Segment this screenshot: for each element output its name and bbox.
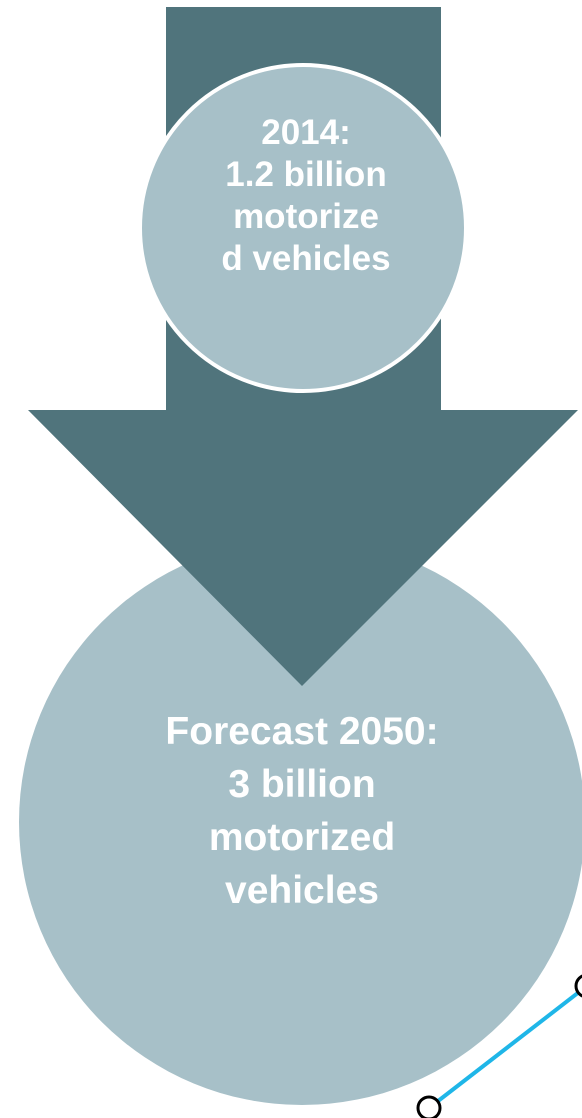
forecast-2050-line-4: vehicles xyxy=(225,869,379,912)
forecast-2050-circle xyxy=(19,539,582,1105)
connector-end-handle[interactable] xyxy=(574,974,582,998)
year-2014-circle xyxy=(138,63,468,393)
year-2014-line-4: d vehicles xyxy=(221,239,391,278)
forecast-2050-line-1: Forecast 2050: xyxy=(165,710,439,753)
connector-line[interactable] xyxy=(427,987,582,1110)
year-2014-line-3: motorize xyxy=(233,197,379,236)
forecast-2050-label: Forecast 2050: 3 billion motorized vehic… xyxy=(102,705,502,917)
forecast-2050-line-3: motorized xyxy=(208,816,396,859)
year-2014-line-1: 2014: xyxy=(261,113,351,152)
year-2014-line-2: 1.2 billion xyxy=(225,155,387,194)
connector-start-handle[interactable] xyxy=(416,1095,442,1118)
year-2014-label: 2014: 1.2 billion motorize d vehicles xyxy=(150,112,462,280)
forecast-2050-line-2: 3 billion xyxy=(228,763,376,806)
